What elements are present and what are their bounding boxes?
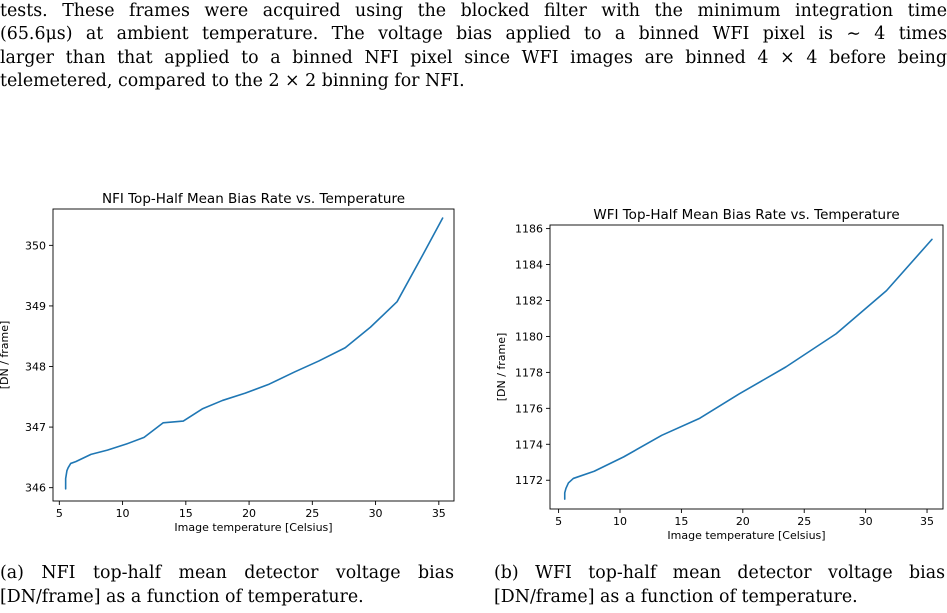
- caption-a: (a) NFI top-half mean detector voltage b…: [0, 562, 454, 609]
- y-axis-label: [DN / frame]: [495, 333, 508, 402]
- caption-line: (b) WFI top-half mean detector voltage b…: [494, 563, 945, 583]
- x-tick-label: 15: [179, 507, 193, 520]
- x-tick-label: 25: [305, 507, 319, 520]
- caption-b: (b) WFI top-half mean detector voltage b…: [494, 562, 945, 609]
- figure-nfi-chart: NFI Top-Half Mean Bias Rate vs. Temperat…: [0, 186, 465, 556]
- wfi-bias-chart-svg: WFI Top-Half Mean Bias Rate vs. Temperat…: [495, 207, 944, 542]
- series-line: [64, 217, 444, 490]
- caption-line: [DN/frame] as a function of temperature.: [0, 586, 364, 607]
- paragraph-line: (65.6μs) at ambient temperature. The vol…: [0, 24, 947, 45]
- series-line: [563, 238, 933, 500]
- x-tick-label: 35: [432, 507, 446, 520]
- nfi-bias-chart-svg: NFI Top-Half Mean Bias Rate vs. Temperat…: [0, 191, 455, 534]
- caption-line: (a) NFI top-half mean detector voltage b…: [0, 563, 454, 583]
- plot-frame: [52, 208, 455, 502]
- y-tick-label: 1182: [515, 294, 543, 307]
- paragraph-line: telemetered, compared to the 2 × 2 binni…: [0, 70, 465, 91]
- figure-wfi-chart: WFI Top-Half Mean Bias Rate vs. Temperat…: [480, 186, 945, 556]
- plot-frame: [549, 224, 944, 510]
- y-tick-label: 1184: [515, 259, 543, 272]
- x-tick-label: 30: [369, 507, 383, 520]
- x-tick-label: 5: [555, 515, 562, 528]
- x-tick-label: 10: [613, 515, 627, 528]
- x-tick-label: 5: [56, 507, 63, 520]
- x-tick-label: 15: [674, 515, 688, 528]
- chart-title: WFI Top-Half Mean Bias Rate vs. Temperat…: [593, 207, 899, 223]
- x-tick-label: 20: [736, 515, 750, 528]
- y-tick-label: 349: [25, 300, 46, 313]
- x-tick-label: 30: [859, 515, 873, 528]
- x-tick-label: 35: [920, 515, 934, 528]
- caption-line: [DN/frame] as a function of temperature.: [494, 586, 858, 607]
- paragraph-line: tests. These frames were acquired using …: [0, 1, 947, 21]
- x-axis-label: Image temperature [Celsius]: [667, 529, 825, 542]
- body-paragraph: tests. These frames were acquired using …: [0, 0, 947, 93]
- y-tick-label: 1178: [515, 366, 543, 379]
- paragraph-line: larger than that applied to a binned NFI…: [0, 47, 947, 68]
- x-tick-label: 20: [242, 507, 256, 520]
- y-tick-label: 350: [25, 239, 46, 252]
- y-tick-label: 347: [25, 421, 46, 434]
- y-tick-label: 1174: [515, 438, 543, 451]
- x-tick-label: 10: [116, 507, 130, 520]
- y-tick-label: 1172: [515, 474, 543, 487]
- x-axis-label: Image temperature [Celsius]: [174, 521, 332, 534]
- y-tick-label: 1180: [515, 330, 543, 343]
- y-tick-label: 1176: [515, 402, 543, 415]
- y-tick-label: 348: [25, 361, 46, 374]
- x-tick-label: 25: [797, 515, 811, 528]
- y-tick-label: 1186: [515, 223, 543, 236]
- y-tick-label: 346: [25, 482, 46, 495]
- chart-title: NFI Top-Half Mean Bias Rate vs. Temperat…: [102, 191, 405, 207]
- y-axis-label: [DN / frame]: [0, 321, 11, 390]
